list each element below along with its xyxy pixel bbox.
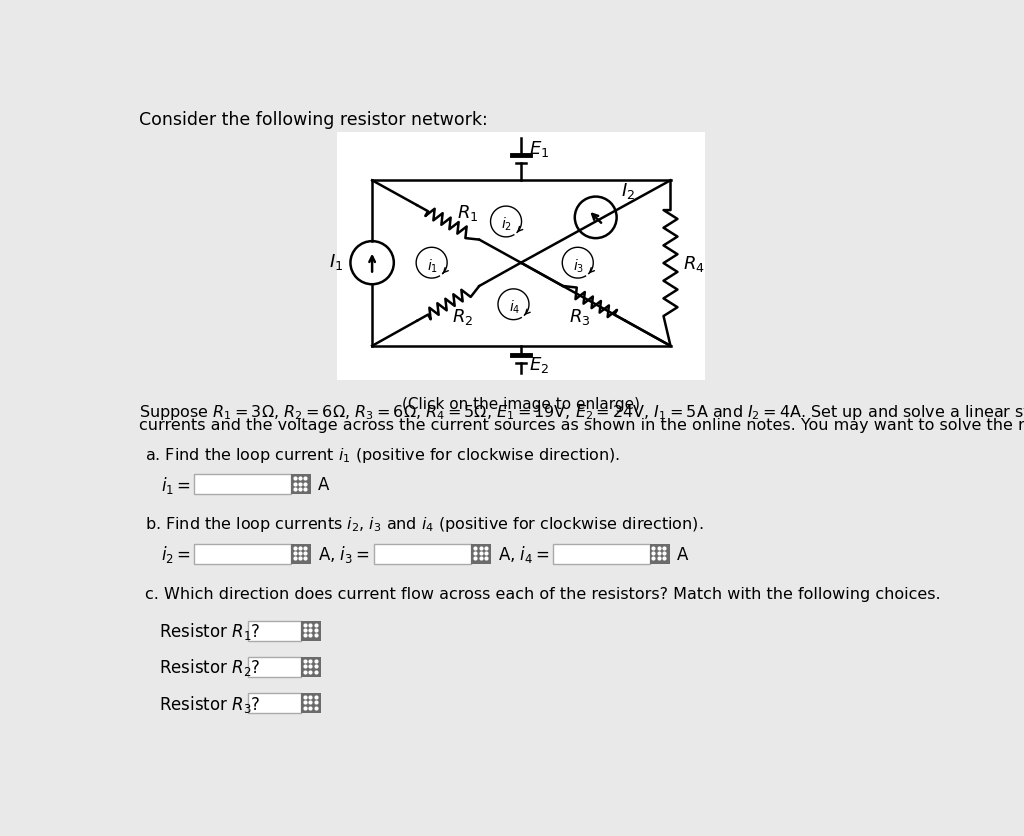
Text: Resistor $R_1$?: Resistor $R_1$?: [159, 620, 261, 641]
Text: $R_3$: $R_3$: [569, 306, 591, 326]
Text: $i_2$: $i_2$: [502, 216, 512, 233]
Text: c. Which direction does current flow across each of the resistors? Match with th: c. Which direction does current flow acr…: [145, 586, 941, 601]
Text: A: A: [317, 476, 330, 494]
Text: $i_3$: $i_3$: [572, 257, 584, 274]
Text: $E_1$: $E_1$: [528, 139, 549, 159]
Bar: [301, 621, 321, 641]
Text: a. Find the loop current $i_1$ (positive for clockwise direction).: a. Find the loop current $i_1$ (positive…: [145, 446, 621, 465]
Bar: [291, 544, 311, 564]
Text: $i_4$: $i_4$: [509, 298, 520, 316]
Text: currents and the voltage across the current sources as shown in the online notes: currents and the voltage across the curr…: [139, 418, 1024, 433]
Text: A, $i_3 =$: A, $i_3 =$: [317, 543, 370, 564]
Bar: [291, 475, 311, 495]
Text: A, $i_4 =$: A, $i_4 =$: [499, 543, 550, 564]
Bar: [471, 544, 492, 564]
Bar: [301, 657, 321, 677]
Text: b. Find the loop currents $i_2$, $i_3$ and $i_4$ (positive for clockwise directi: b. Find the loop currents $i_2$, $i_3$ a…: [145, 515, 703, 534]
Bar: [248, 693, 301, 713]
Text: $I_2$: $I_2$: [621, 181, 635, 201]
Text: $R_1$: $R_1$: [458, 202, 478, 222]
Bar: [248, 657, 301, 677]
Bar: [248, 621, 301, 641]
Text: Suppose $R_1 = 3\Omega$, $R_2 = 6\Omega$, $R_3 = 6\Omega$, $R_4 = 5\Omega$, $E_1: Suppose $R_1 = 3\Omega$, $R_2 = 6\Omega$…: [139, 403, 1024, 421]
Text: $i_2 =$: $i_2 =$: [162, 543, 191, 564]
Text: $i_1 =$: $i_1 =$: [162, 474, 191, 496]
Bar: [337, 133, 706, 381]
Bar: [375, 544, 471, 564]
Text: (Click on the image to enlarge): (Click on the image to enlarge): [402, 396, 640, 411]
Text: Resistor $R_2$?: Resistor $R_2$?: [159, 656, 261, 678]
Bar: [194, 475, 291, 495]
Text: $I_1$: $I_1$: [330, 252, 344, 272]
Bar: [301, 693, 321, 713]
Text: $R_4$: $R_4$: [683, 253, 705, 273]
Text: Consider the following resistor network:: Consider the following resistor network:: [139, 111, 487, 129]
Text: $i_1$: $i_1$: [427, 257, 438, 274]
Text: Resistor $R_3$?: Resistor $R_3$?: [159, 693, 261, 714]
Text: A: A: [677, 545, 688, 563]
Bar: [649, 544, 670, 564]
Text: $R_2$: $R_2$: [452, 306, 473, 326]
Bar: [553, 544, 649, 564]
Text: $E_2$: $E_2$: [528, 355, 549, 375]
Bar: [194, 544, 291, 564]
